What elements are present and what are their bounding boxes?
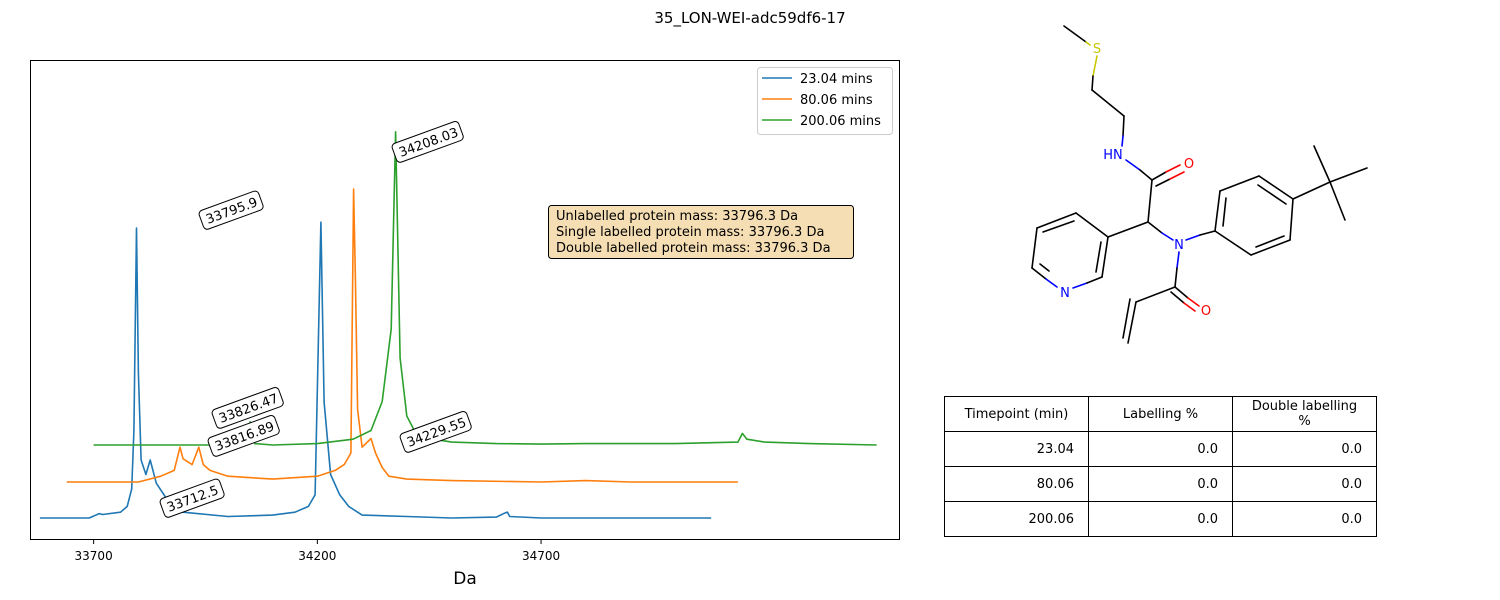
table-header-labelling: Labelling % <box>1088 396 1233 432</box>
atom-label-sulfur: S <box>1093 42 1101 57</box>
plot-area-frame <box>30 60 900 540</box>
legend: 23.04 mins 80.06 mins 200.06 mins <box>757 67 893 135</box>
mass-spectrum-chart: 33700 34200 34700 Da 33795.934208.0333826.… <box>30 60 900 589</box>
atom-label-amide-nh: HN <box>1103 148 1123 163</box>
figure-title: 35_LON-WEI-adc59df6-17 <box>654 9 846 27</box>
info-line-unlabelled: Unlabelled protein mass: 33796.3 Da <box>556 209 798 224</box>
table-header-timepoint: Timepoint (min) <box>944 396 1089 432</box>
series-line-1 <box>66 188 738 483</box>
series-line-2 <box>93 131 877 446</box>
table-cell: 0.0 <box>1232 466 1377 502</box>
table-cell: 0.0 <box>1088 501 1233 537</box>
x-tick-label-0: 33700 <box>75 549 113 563</box>
atom-label-tertiary-nitrogen: N <box>1174 238 1184 253</box>
legend-label-0: 23.04 mins <box>800 72 873 87</box>
table-header-row: Timepoint (min) Labelling % Double label… <box>944 396 1377 432</box>
series-layer <box>39 131 877 519</box>
peak-label-box-4 <box>399 411 472 453</box>
x-axis-ticks: 33700 34200 34700 <box>75 540 560 563</box>
labelling-table: Timepoint (min) Labelling % Double label… <box>944 396 1377 537</box>
info-line-single: Single labelled protein mass: 33796.3 Da <box>556 225 824 240</box>
x-tick-label-2: 34700 <box>522 549 560 563</box>
table-header-double-labelling: Double labelling % <box>1232 396 1377 432</box>
peak-label-box-2 <box>211 387 284 429</box>
series-line-0 <box>39 221 712 519</box>
legend-label-2: 200.06 mins <box>800 114 881 129</box>
peak-label-box-1 <box>391 121 464 163</box>
peak-label-0: 33795.9 <box>198 190 264 230</box>
table-cell: 0.0 <box>1232 431 1377 467</box>
molecule-bonds <box>1031 25 1368 344</box>
peak-label-4: 34229.55 <box>399 411 472 453</box>
atom-label-amide-oxygen: O <box>1184 157 1194 172</box>
peak-label-box-0 <box>198 190 264 230</box>
table-cell: 0.0 <box>1088 431 1233 467</box>
table-cell: 200.06 <box>944 501 1089 537</box>
table-row: 23.04 0.0 0.0 <box>944 431 1377 467</box>
legend-label-1: 80.06 mins <box>800 93 873 108</box>
info-line-double: Double labelled protein mass: 33796.3 Da <box>556 241 831 256</box>
atom-label-pyridine-nitrogen: N <box>1060 286 1070 301</box>
atom-label-acryl-oxygen: O <box>1201 304 1211 319</box>
x-tick-label-1: 34200 <box>298 549 336 563</box>
peak-label-box-5 <box>159 478 225 518</box>
table-cell: 0.0 <box>1232 501 1377 537</box>
table-row: 80.06 0.0 0.0 <box>944 466 1377 502</box>
peak-label-1: 34208.03 <box>391 121 464 163</box>
table-row: 200.06 0.0 0.0 <box>944 501 1377 537</box>
info-box-background <box>548 205 854 259</box>
info-box: Unlabelled protein mass: 33796.3 Da Sing… <box>548 205 854 259</box>
table-cell: 0.0 <box>1088 466 1233 502</box>
table-cell: 80.06 <box>944 466 1089 502</box>
peak-label-box-3 <box>207 415 280 457</box>
legend-frame <box>757 67 893 135</box>
molecule-structure: S HN O N N O <box>1031 25 1368 344</box>
x-axis-label: Da <box>453 569 477 589</box>
table-cell: 23.04 <box>944 431 1089 467</box>
